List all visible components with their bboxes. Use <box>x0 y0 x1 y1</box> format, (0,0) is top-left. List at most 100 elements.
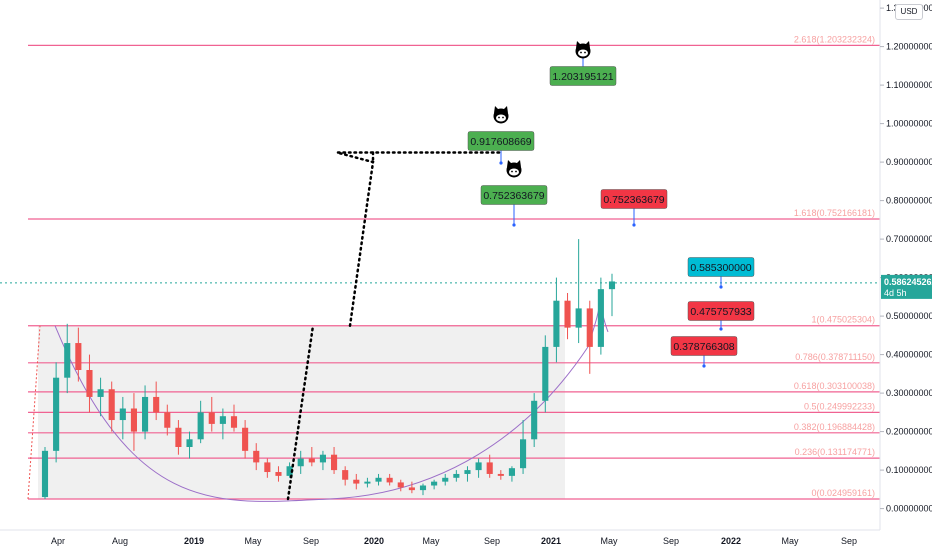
price-box <box>670 336 738 356</box>
cat-icon <box>493 106 509 124</box>
candle-body <box>308 458 315 463</box>
cat-face <box>578 49 588 57</box>
price-box <box>687 301 755 321</box>
fib-label: 0(0.024959161) <box>811 488 875 498</box>
box-pointer-dot <box>632 223 636 227</box>
candle-body <box>464 470 471 474</box>
cat-face <box>509 168 519 176</box>
price-box <box>480 185 548 205</box>
fib-label: 1.618(0.752166181) <box>794 208 875 218</box>
current-price-label: 0.586245262 <box>884 277 932 287</box>
fib-label: 0.786(0.378711150) <box>795 352 875 362</box>
x-tick-label: 2019 <box>184 536 204 546</box>
price-box-text: 0.378766308 <box>673 341 734 353</box>
currency-badge[interactable]: USD <box>895 4 923 20</box>
cat-ear-right <box>503 106 508 113</box>
candle-body <box>331 454 338 471</box>
candle-body <box>364 481 371 484</box>
price-axis[interactable]: 1.3000000001.2000000001.1000000001.00000… <box>879 0 932 530</box>
candle-body <box>442 477 449 482</box>
x-tick-label: 2022 <box>721 536 741 546</box>
candle-body <box>553 300 560 347</box>
candle-body <box>319 454 326 463</box>
cat-ear-left <box>494 106 499 113</box>
candle-body <box>453 473 460 478</box>
cat-icon <box>506 160 522 178</box>
cat-ear-right <box>516 160 521 167</box>
box-pointer-dot <box>512 223 516 227</box>
candle-body <box>397 482 404 488</box>
candle-body <box>142 396 149 432</box>
fib-label: 1(0.475025304) <box>811 315 875 325</box>
x-tick-label: Sep <box>484 536 500 546</box>
x-tick-label: May <box>244 536 262 546</box>
price-box-text: 0.475757933 <box>690 306 751 318</box>
candle-body <box>375 477 382 482</box>
candle-body <box>342 470 349 480</box>
price-box <box>687 257 755 277</box>
fib-label: 0.5(0.249992233) <box>804 401 875 411</box>
candle-body <box>219 416 226 424</box>
time-axis[interactable]: Apr Aug 2019 May Sep 2020 May Sep 2021 May Sep 2022… <box>0 529 880 546</box>
candle-body <box>286 466 293 476</box>
price-box-text: 1.203195121 <box>552 71 613 83</box>
candle-body <box>575 308 582 328</box>
candle-body <box>197 412 204 440</box>
fib-label: 0.236(0.131174771) <box>795 447 875 457</box>
x-tick-label: Sep <box>841 536 857 546</box>
current-price-tag <box>881 274 932 299</box>
candle-body <box>75 343 82 370</box>
candle-body <box>53 377 60 451</box>
candles <box>41 239 616 499</box>
candle-body <box>242 427 249 451</box>
candle-body <box>508 468 515 476</box>
price-box-text: 0.752363679 <box>483 190 544 202</box>
x-tick-label: Aug <box>112 536 128 546</box>
cat-eye-left <box>498 116 500 119</box>
candle-body <box>353 479 360 484</box>
x-tick-label: Sep <box>663 536 679 546</box>
candle-body <box>175 427 182 447</box>
candle-body <box>86 370 93 397</box>
price-box <box>549 66 617 86</box>
price-box-text: 0.752363679 <box>603 194 664 206</box>
cup-arc-path <box>54 325 589 502</box>
cat-eye-left <box>511 170 513 173</box>
candle-body <box>564 300 571 328</box>
candle-body <box>408 487 415 491</box>
cat-eye-left <box>580 51 582 54</box>
fib-label: 0.618(0.303100038) <box>794 381 875 391</box>
dotted-leg-2 <box>336 151 502 327</box>
candle-body <box>41 450 49 498</box>
cat-eye-right <box>584 51 586 54</box>
price-box <box>467 131 535 151</box>
x-tick-label: Apr <box>51 536 65 546</box>
candle-body <box>431 481 438 486</box>
x-tick-label: 2020 <box>364 536 384 546</box>
fib-label: 0.382(0.196884428) <box>794 422 875 432</box>
box-pointer-dot <box>702 364 706 368</box>
candle-body <box>275 472 282 476</box>
cat-ear-left <box>507 160 512 167</box>
candle-body <box>108 389 115 421</box>
cat-ear-right <box>585 41 590 48</box>
left-dashed-line <box>27 325 41 500</box>
candle-body <box>208 412 215 424</box>
dotted-leg-1 <box>286 324 315 501</box>
x-tick-label: May <box>781 536 799 546</box>
candle-body <box>497 473 504 476</box>
candle-body <box>119 408 126 421</box>
candle-body <box>386 477 393 483</box>
price-box <box>600 189 668 209</box>
candle-body <box>608 281 616 290</box>
box-pointer-dot <box>719 327 723 331</box>
